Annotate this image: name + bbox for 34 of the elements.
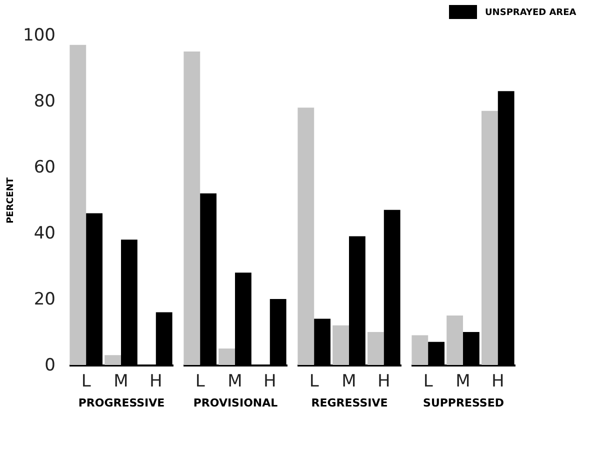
x-tick-label: M xyxy=(456,372,470,392)
y-tick-label: 0 xyxy=(44,356,56,376)
bar xyxy=(332,325,349,365)
x-tick-label: L xyxy=(309,372,320,392)
x-tick-label: L xyxy=(423,372,434,392)
y-tick-label: 80 xyxy=(34,92,56,112)
x-axis-title: PROVISIONAL xyxy=(193,396,278,410)
x-axis-title: REGRESSIVE xyxy=(311,396,388,410)
bar xyxy=(412,335,428,365)
y-axis-title: PERCENT xyxy=(6,176,16,224)
x-tick-label: M xyxy=(342,372,356,392)
x-tick-label: H xyxy=(492,372,504,392)
x-axis-title: PROGRESSIVE xyxy=(78,396,165,410)
x-axis-title: SUPPRESSED xyxy=(423,396,504,410)
x-tick-label: M xyxy=(114,372,128,392)
x-tick-label: H xyxy=(378,372,390,392)
y-tick-label: 60 xyxy=(34,158,56,178)
bar xyxy=(446,316,463,365)
legend-label: UNSPRAYED AREA xyxy=(485,8,576,18)
bar xyxy=(218,348,235,365)
bar xyxy=(104,355,121,365)
y-tick-label: 40 xyxy=(34,224,56,244)
x-tick-label: L xyxy=(195,372,206,392)
bar xyxy=(367,332,384,365)
x-tick-label: H xyxy=(150,372,162,392)
bar xyxy=(298,108,314,365)
bar xyxy=(70,44,86,365)
bar xyxy=(481,110,498,365)
bar xyxy=(184,52,200,365)
x-tick-label: L xyxy=(81,372,92,392)
y-tick-label: 20 xyxy=(34,290,56,310)
y-tick-label: 100 xyxy=(23,26,56,46)
x-tick-label: M xyxy=(228,372,242,392)
x-tick-label: H xyxy=(264,372,276,392)
